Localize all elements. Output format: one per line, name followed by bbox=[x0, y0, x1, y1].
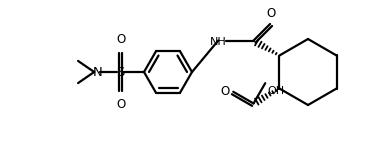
Text: OH: OH bbox=[267, 86, 284, 96]
Text: O: O bbox=[116, 33, 125, 46]
Text: S: S bbox=[116, 66, 125, 78]
Text: NH: NH bbox=[210, 37, 226, 46]
Text: N: N bbox=[92, 66, 102, 78]
Text: O: O bbox=[220, 85, 229, 98]
Text: O: O bbox=[116, 98, 125, 111]
Text: O: O bbox=[266, 7, 276, 20]
